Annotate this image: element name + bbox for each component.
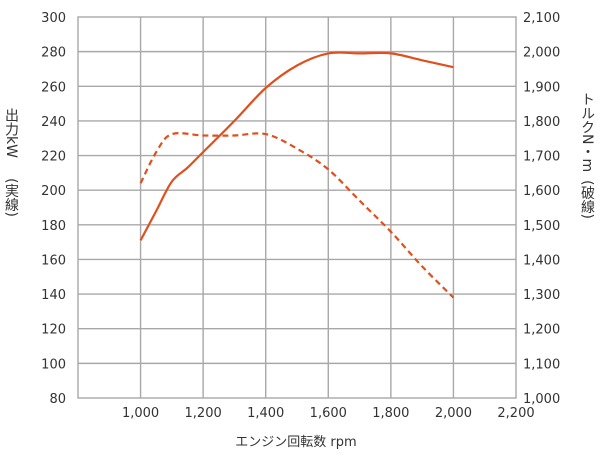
x-tick-label: 1,600 — [310, 406, 347, 421]
y-right-tick-label: 1,400 — [523, 253, 560, 268]
y-right-tick-label: 1,000 — [523, 392, 560, 407]
y-right-axis-title-line2: (破線) — [579, 180, 595, 219]
y-right-axis-title: トルクN・m — [579, 92, 595, 173]
y-left-tick-label: 80 — [49, 392, 66, 407]
torque-line — [139, 131, 455, 299]
x-tick-label: 1,200 — [185, 406, 222, 421]
y-right-axis-note: (破線) — [579, 180, 595, 219]
x-tick-label: 1,400 — [247, 406, 284, 421]
y-left-tick-label: 200 — [41, 184, 66, 199]
x-tick-label: 1,800 — [372, 406, 409, 421]
y-left-tick-label: 300 — [41, 11, 66, 26]
y-left-tick-label: 160 — [41, 253, 66, 268]
y-left-tick-label: 140 — [41, 288, 66, 303]
y-left-tick-label: 100 — [41, 357, 66, 372]
y-right-axis-title-line1: トルクN・m — [579, 92, 595, 173]
y-left-axis-title-line1: 出力kW — [3, 108, 19, 158]
y-left-tick-label: 220 — [41, 150, 66, 165]
y-right-tick-labels: 1,000 1,100 1,200 1,300 1,400 1,500 1,600 1,700… — [523, 11, 560, 407]
y-left-tick-labels: 80 100 120 140 160 180 200 220 240 260 280 300 — [41, 11, 66, 407]
y-right-tick-label: 1,100 — [523, 357, 560, 372]
y-left-tick-label: 260 — [41, 80, 66, 95]
y-left-axis-title-line2: (実線) — [3, 178, 19, 217]
y-right-tick-label: 1,600 — [523, 184, 560, 199]
plot-frame — [77, 16, 517, 399]
x-tick-labels: 1,000 1,200 1,400 1,600 1,800 2,000 2,200 — [122, 406, 535, 421]
x-axis-title: エンジン回転数 rpm — [235, 435, 356, 450]
x-tick-label: 2,200 — [497, 406, 534, 421]
y-right-tick-label: 2,000 — [523, 46, 560, 61]
y-left-tick-label: 120 — [41, 323, 66, 338]
y-right-tick-label: 1,500 — [523, 219, 560, 234]
y-right-tick-label: 1,700 — [523, 150, 560, 165]
y-left-tick-label: 280 — [41, 46, 66, 61]
y-left-axis-note: (実線) — [3, 178, 19, 217]
y-right-tick-label: 1,800 — [523, 115, 560, 130]
x-tick-label: 1,000 — [122, 406, 159, 421]
series-lines — [139, 51, 455, 299]
x-tick-label: 2,000 — [435, 406, 472, 421]
y-right-tick-label: 1,900 — [523, 80, 560, 95]
power-line — [139, 51, 454, 241]
y-right-tick-label: 1,300 — [523, 288, 560, 303]
y-left-axis-title: 出力kW — [3, 108, 19, 158]
y-left-tick-label: 240 — [41, 115, 66, 130]
y-left-tick-label: 180 — [41, 219, 66, 234]
y-right-tick-label: 1,200 — [523, 323, 560, 338]
grid — [77, 16, 517, 399]
y-right-tick-label: 2,100 — [523, 11, 560, 26]
